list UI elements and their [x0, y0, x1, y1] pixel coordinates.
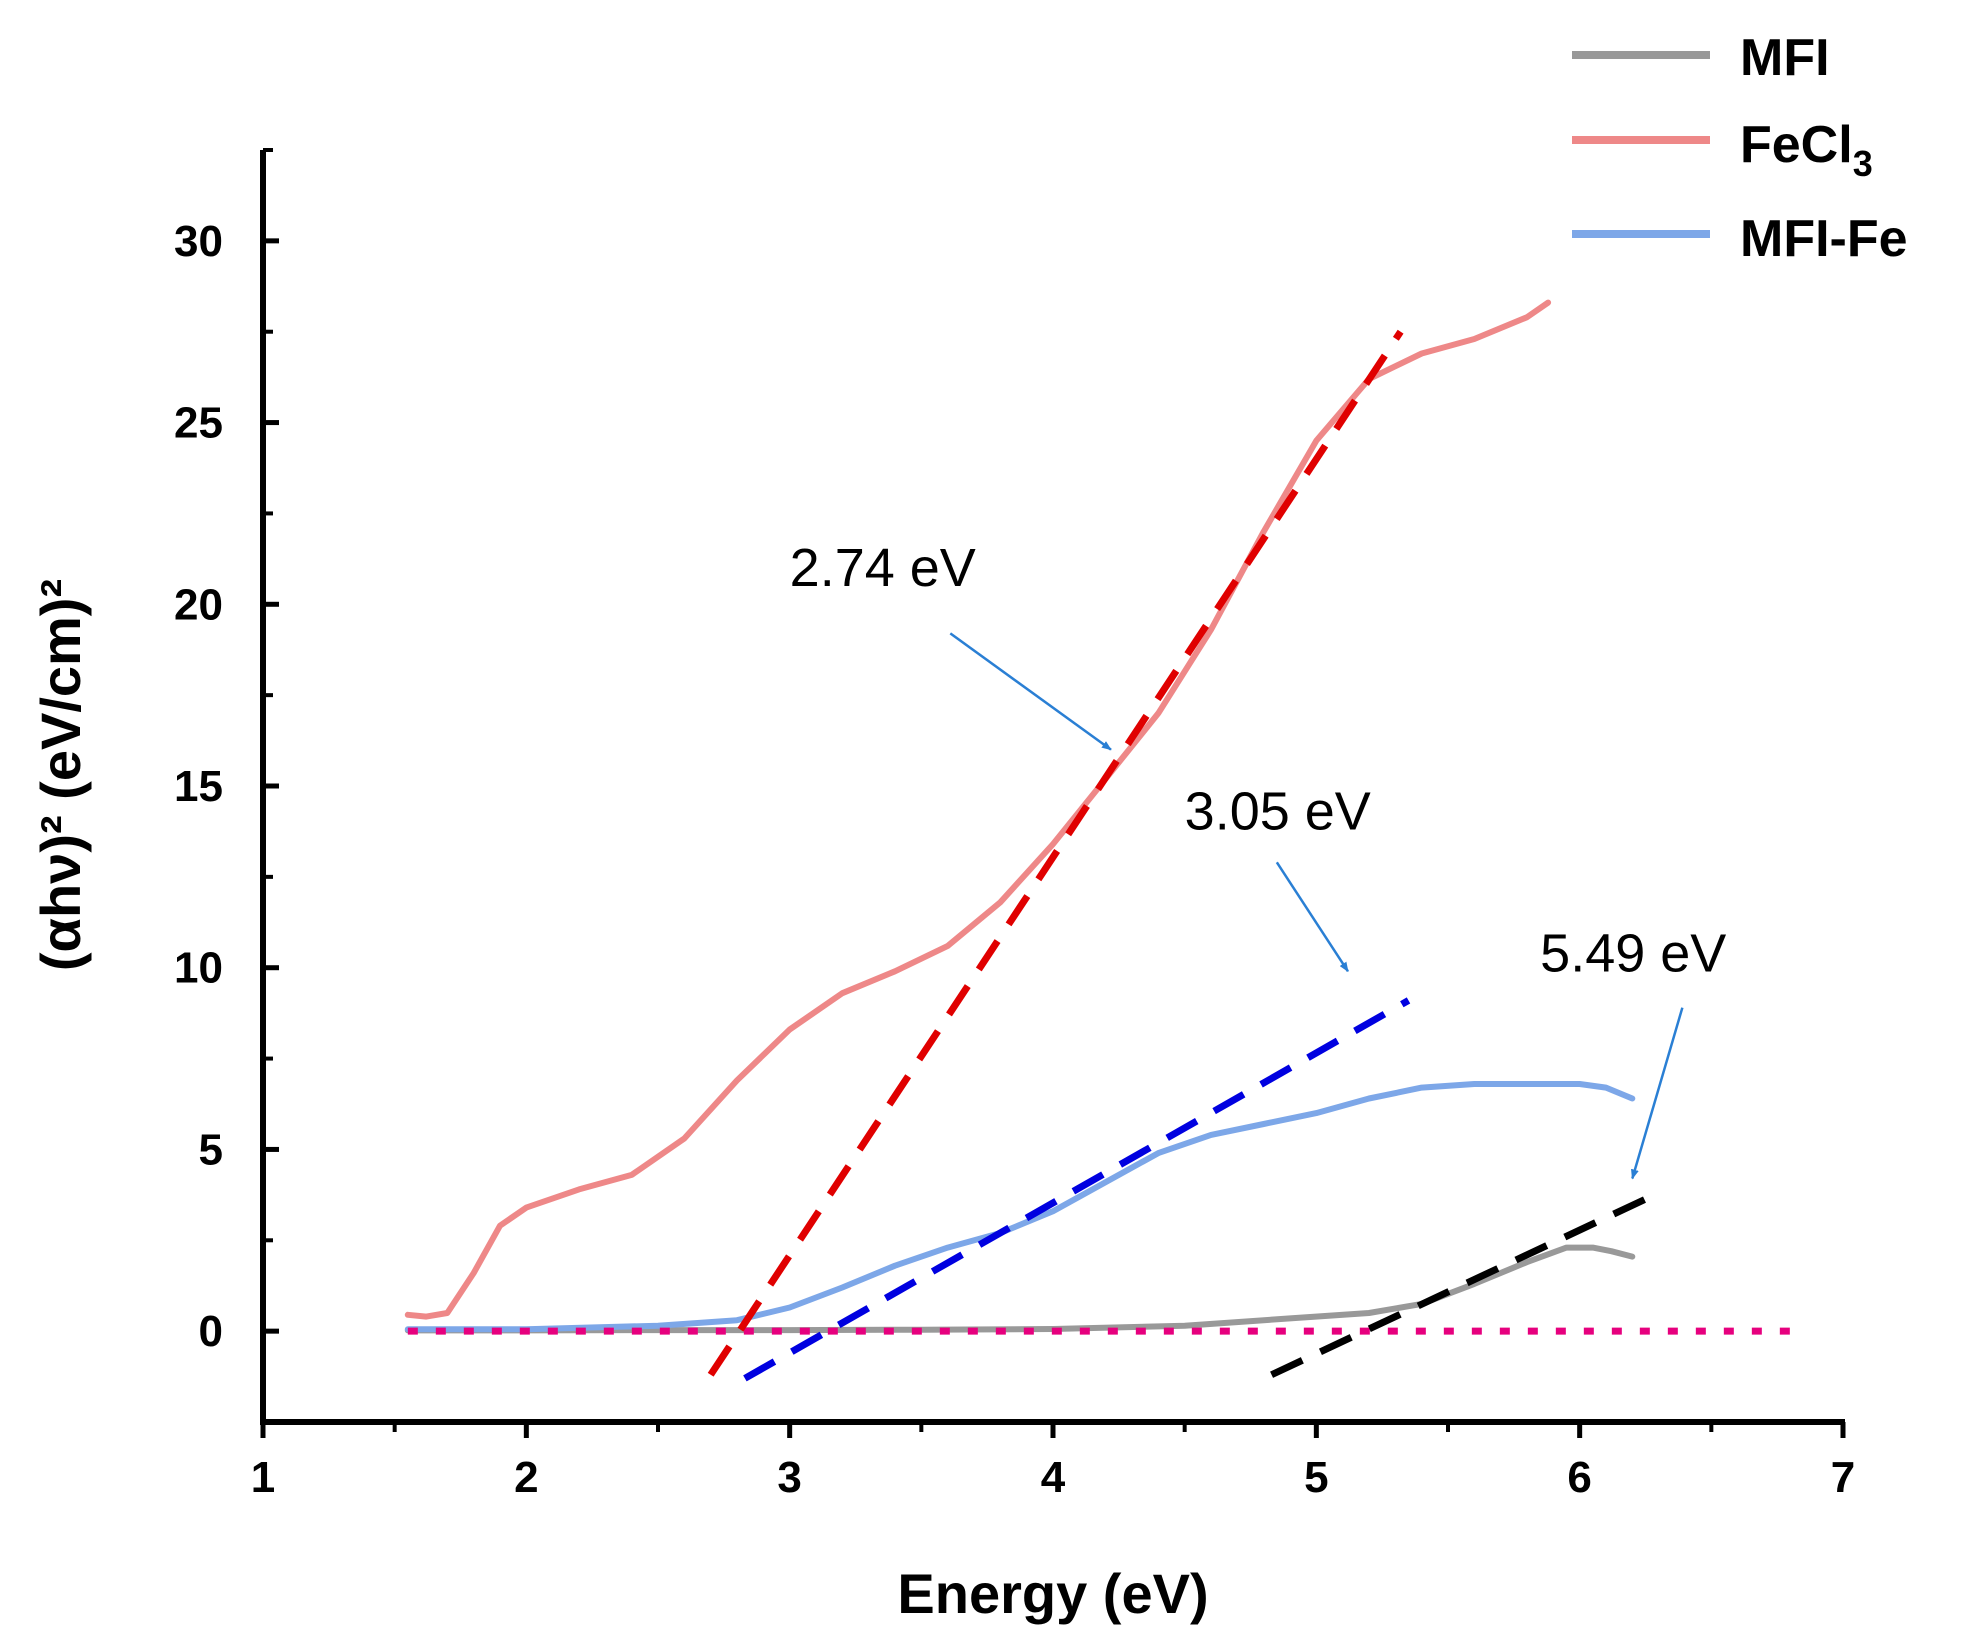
y-tick-label-20: 20: [174, 580, 223, 629]
x-tick-label-5: 5: [1304, 1453, 1328, 1502]
x-tick-label-1: 1: [251, 1453, 275, 1502]
series-line-mfi: [404, 1244, 1636, 1334]
annotation-274: 2.74 eV: [790, 538, 976, 598]
x-axis-title: Energy (eV): [897, 1562, 1208, 1625]
annotation-549: 5.49 eV: [1540, 923, 1726, 983]
legend: MFI FeCl3 MFI-Fe: [1572, 29, 1908, 268]
y-axis-title: (αhν)² (eV/cm)²: [29, 579, 92, 971]
legend-label-fecl3: FeCl3: [1740, 116, 1873, 184]
y-tick-label-25: 25: [174, 399, 223, 448]
x-tick-label-7: 7: [1831, 1453, 1855, 1502]
legend-label-fecl3-sub: 3: [1853, 143, 1873, 184]
x-tick-label-3: 3: [777, 1453, 801, 1502]
legend-label-fecl3-main: FeCl: [1740, 116, 1853, 174]
y-tick-label-10: 10: [174, 944, 223, 993]
fit-line-mfi-fe: [743, 997, 1411, 1382]
annotation-arrow: [949, 632, 1112, 751]
legend-label-mfi-fe: MFI-Fe: [1740, 210, 1908, 268]
x-tick-label-4: 4: [1041, 1453, 1066, 1502]
x-tick-label-2: 2: [514, 1453, 538, 1502]
y-tick-label-15: 15: [174, 762, 223, 811]
y-tick-label-30: 30: [174, 217, 223, 266]
fit-line-fecl3: [707, 329, 1404, 1377]
legend-label-mfi: MFI: [1740, 29, 1830, 87]
annotations-layer: 2.74 eV 3.05 eV 5.49 eV: [790, 538, 1726, 1180]
y-tick-label-5: 5: [199, 1125, 223, 1174]
fit-lines-layer: [707, 329, 1653, 1382]
annotation-305: 3.05 eV: [1185, 782, 1371, 842]
ticks-layer: 1 2 3 4 5 6 7 0 5 10 15 20 25 30: [174, 148, 1855, 1502]
y-tick-label-0: 0: [199, 1307, 223, 1356]
annotation-arrow: [1631, 1007, 1684, 1180]
x-tick-label-6: 6: [1567, 1453, 1591, 1502]
series-line-fecl3: [404, 299, 1552, 1320]
curves-layer: [404, 299, 1636, 1334]
series-line-mfi-fe: [404, 1081, 1636, 1333]
annotation-arrow: [1275, 861, 1349, 973]
fit-line-mfi: [1270, 1193, 1653, 1378]
